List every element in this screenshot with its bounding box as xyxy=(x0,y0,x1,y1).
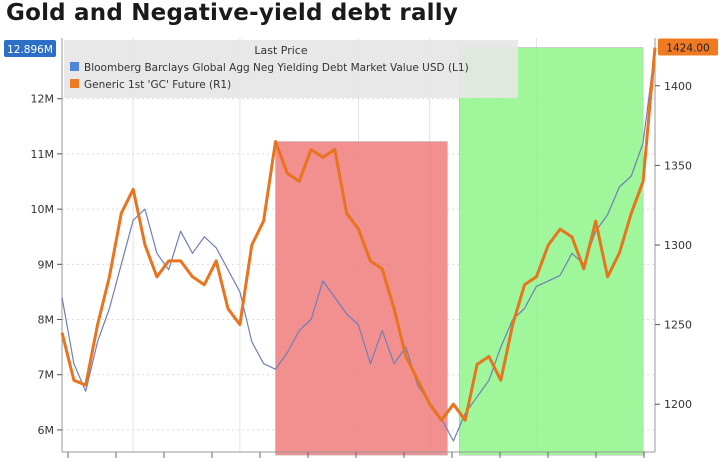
y-tick-label-right: 1400 xyxy=(664,80,692,93)
y-tick-label-right: 1350 xyxy=(664,159,692,172)
y-tick-label-left: 8M xyxy=(38,314,55,327)
y-tick-label-left: 11M xyxy=(31,148,55,161)
legend-item-label: Bloomberg Barclays Global Agg Neg Yieldi… xyxy=(84,62,469,74)
legend-item-label: Generic 1st 'GC' Future (R1) xyxy=(84,79,231,91)
left-last-value-label: 12.896M xyxy=(7,44,53,56)
chart-svg: 6M 7M 8M 9M 10M 11M 12M 1200 1250 1300 1350 1400 12.… xyxy=(4,38,718,458)
chart: 6M 7M 8M 9M 10M 11M 12M 1200 1250 1300 1350 1400 12.… xyxy=(0,34,720,464)
y-tick-label-left: 10M xyxy=(31,203,55,216)
right-last-value-label: 1424.00 xyxy=(666,43,709,55)
legend-box xyxy=(64,40,518,98)
y-tick-label-left: 6M xyxy=(38,424,55,437)
shaded-region-rally xyxy=(459,47,644,456)
y-tick-label-right: 1200 xyxy=(664,398,692,411)
series-line-neg-yield-debt xyxy=(61,48,656,442)
series-line-gold-future xyxy=(60,47,657,422)
y-tick-label-left: 12M xyxy=(31,93,55,106)
y-tick-label-left: 9M xyxy=(38,258,55,271)
shaded-region-decline xyxy=(275,141,448,456)
legend-swatch xyxy=(70,79,79,88)
chart-title: Gold and Negative-yield debt rally xyxy=(6,0,459,26)
y-tick-label-right: 1250 xyxy=(664,319,692,332)
y-tick-label-right: 1300 xyxy=(664,239,692,252)
legend-swatch xyxy=(70,62,79,71)
right-last-value-badge xyxy=(658,38,718,56)
y-tick-label-left: 7M xyxy=(38,369,55,382)
left-last-value-badge xyxy=(4,40,56,58)
legend-header: Last Price xyxy=(254,44,307,57)
